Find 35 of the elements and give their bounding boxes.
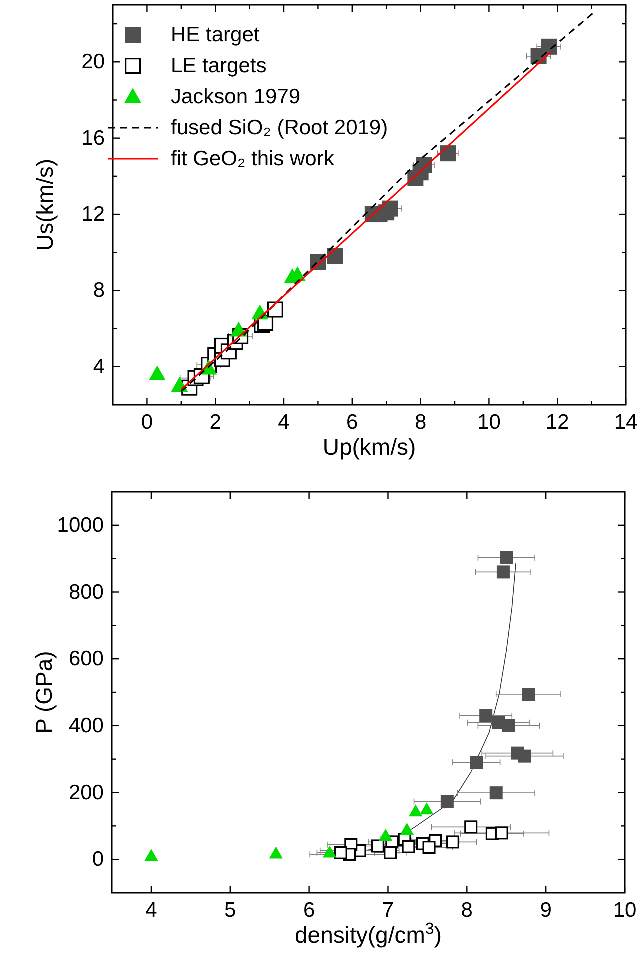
y-tick-label: 4 bbox=[93, 355, 106, 378]
legend-label: fit GeO₂ this work bbox=[171, 148, 335, 170]
x-tick-label: 10 bbox=[613, 899, 637, 922]
x-tick-label: 4 bbox=[278, 411, 290, 434]
x-tick-label: 10 bbox=[478, 411, 501, 434]
x-tick-label: 8 bbox=[414, 411, 427, 434]
x-axis-title: Up(km/s) bbox=[322, 434, 416, 460]
y-tick-label: 200 bbox=[68, 781, 104, 804]
y-tick-label: 16 bbox=[82, 126, 105, 150]
x-axis-title: density(g/cm$^{3}$) bbox=[295, 920, 442, 948]
x-tick-label: 9 bbox=[540, 899, 552, 922]
y-tick-label: 800 bbox=[68, 580, 104, 604]
y-tick-label: 600 bbox=[68, 648, 104, 671]
y-tick-label: 1000 bbox=[57, 514, 104, 537]
legend-label: LE targets bbox=[171, 54, 267, 78]
legend-label: HE target bbox=[171, 24, 260, 46]
x-tick-label: 6 bbox=[346, 411, 358, 434]
x-tick-label: 8 bbox=[461, 899, 473, 922]
y-tick-label: 400 bbox=[68, 714, 104, 738]
y-axis-title: Us(km/s) bbox=[32, 159, 58, 251]
x-tick-label: 6 bbox=[303, 899, 316, 922]
x-tick-label: 14 bbox=[614, 411, 638, 434]
y-axis-title: P (GPa) bbox=[31, 651, 57, 734]
y-tick-label: 0 bbox=[92, 848, 104, 872]
x-tick-label: 2 bbox=[210, 411, 222, 434]
x-tick-label: 12 bbox=[546, 411, 570, 434]
y-tick-label: 12 bbox=[82, 203, 105, 226]
legend-label: Jackson 1979 bbox=[171, 86, 301, 108]
y-tick-label: 8 bbox=[93, 279, 105, 302]
legend-label: fused SiO₂ (Root 2019) bbox=[171, 116, 388, 140]
x-tick-label: 5 bbox=[224, 899, 236, 922]
x-tick-label: 4 bbox=[146, 899, 158, 922]
y-tick-label: 20 bbox=[82, 50, 105, 74]
x-tick-label: 7 bbox=[382, 899, 394, 922]
x-tick-label: 0 bbox=[141, 411, 154, 434]
